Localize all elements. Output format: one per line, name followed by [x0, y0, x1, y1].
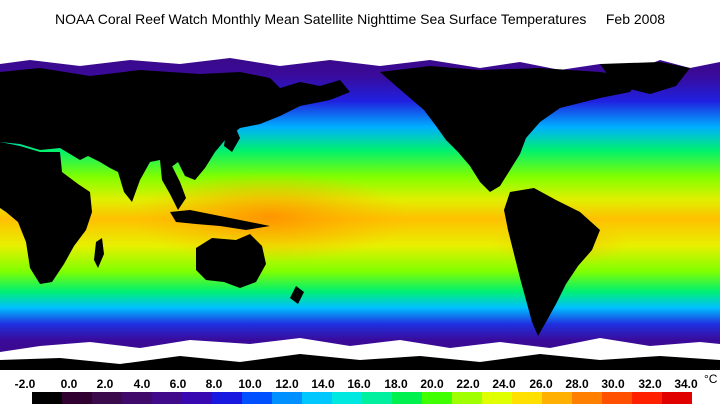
tick-label: 0.0 [60, 377, 78, 391]
landmass-north-america [380, 66, 640, 192]
colorbar-swatch [602, 392, 633, 404]
colorbar-swatch [122, 392, 153, 404]
colorbar-swatch [242, 392, 273, 404]
tick-label: 8.0 [205, 377, 223, 391]
colorbar-swatch [62, 392, 93, 404]
indo-pacific-warm-pool [130, 172, 410, 262]
colorbar-swatch [512, 392, 543, 404]
tick-label: 16.0 [347, 377, 371, 391]
landmass-eurasia [0, 68, 350, 202]
tick-label: 20.0 [420, 377, 444, 391]
landmass-madagascar [94, 238, 104, 268]
tick-label: 4.0 [133, 377, 151, 391]
colorbar-swatch [92, 392, 123, 404]
colorbar-swatch [422, 392, 453, 404]
colorbar-swatch [482, 392, 513, 404]
tick-label: 26.0 [529, 377, 553, 391]
colorbar-swatch [182, 392, 213, 404]
colorbar-swatch [392, 392, 423, 404]
tick-label: 34.0 [674, 377, 698, 391]
landmass-south-america [504, 188, 600, 336]
colorbar-swatch [272, 392, 303, 404]
tick-label: 18.0 [384, 377, 408, 391]
colorbar-swatch [452, 392, 483, 404]
unit-label: °C [704, 372, 718, 386]
colorbar-swatch [572, 392, 603, 404]
landmass-africa [0, 142, 92, 284]
landmass-new-zealand [290, 286, 304, 304]
landmass-antarctica [0, 354, 720, 370]
colorbar-swatch [362, 392, 393, 404]
colorbar-swatch [662, 392, 692, 404]
tick-label: -2.0 [14, 377, 36, 391]
tick-label: 14.0 [311, 377, 335, 391]
colorbar-swatch [152, 392, 183, 404]
tick-label: 6.0 [169, 377, 187, 391]
landmass-greenland [600, 62, 690, 94]
colorbar-swatch [332, 392, 363, 404]
landmass-japan [224, 124, 240, 152]
landmass-australia [196, 234, 266, 288]
colorbar-swatch [212, 392, 243, 404]
tick-label: 28.0 [565, 377, 589, 391]
colorbar-swatch [32, 392, 63, 404]
temperature-colorbar [32, 392, 692, 404]
map-title: NOAA Coral Reef Watch Monthly Mean Satel… [54, 11, 666, 27]
tick-label: 12.0 [275, 377, 299, 391]
tick-label: 10.0 [238, 377, 262, 391]
tick-label: 32.0 [638, 377, 662, 391]
colorbar-swatch [632, 392, 663, 404]
tick-label: 2.0 [96, 377, 114, 391]
sst-map [0, 42, 720, 370]
arctic-ice [0, 42, 720, 72]
colorbar-swatch [542, 392, 573, 404]
tick-label: 30.0 [601, 377, 625, 391]
tick-label: 24.0 [492, 377, 516, 391]
tick-label: 22.0 [456, 377, 480, 391]
colorbar-swatch [302, 392, 333, 404]
landmass-indochina [160, 160, 186, 210]
landmass-indonesia [170, 210, 270, 230]
colorbar-tick-labels: -2.0 0.0 2.0 4.0 6.0 8.0 10.0 12.0 14.0 … [0, 377, 720, 391]
